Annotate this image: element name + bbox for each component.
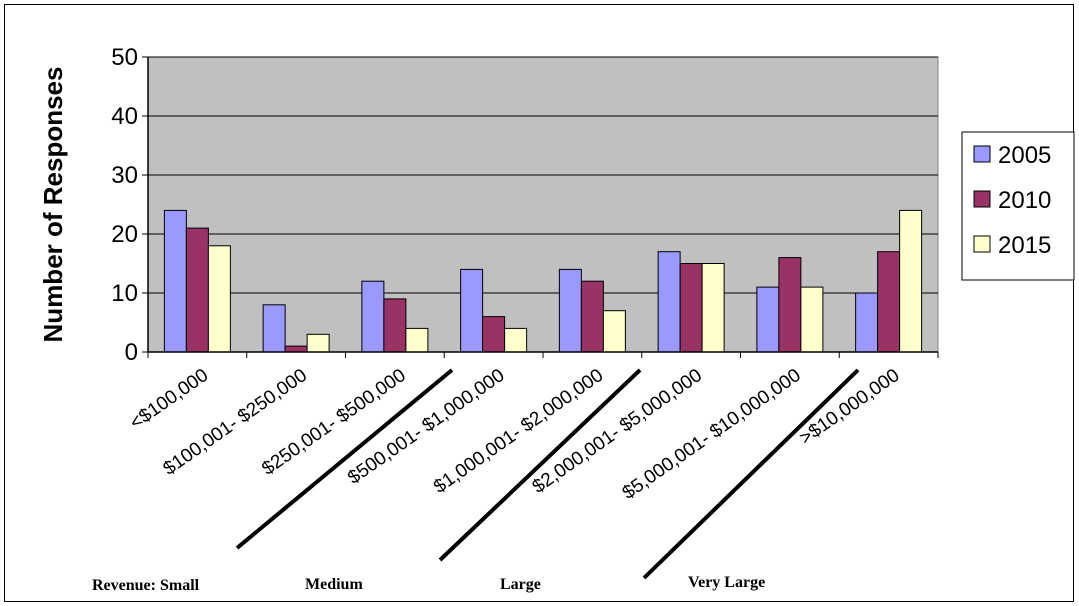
y-tick-label: 20 bbox=[111, 221, 138, 248]
legend-label-2005: 2005 bbox=[998, 142, 1051, 169]
x-tick-label: $500,001- $1,000,000 bbox=[344, 365, 508, 489]
chart-frame bbox=[4, 4, 1074, 602]
bar-2005 bbox=[558, 268, 582, 353]
bar-2010 bbox=[185, 227, 209, 353]
legend-label-2010: 2010 bbox=[998, 187, 1051, 214]
x-tick-label: $2,000,001- $5,000,000 bbox=[529, 365, 706, 498]
bar-2005 bbox=[163, 209, 187, 353]
bar-2015 bbox=[899, 209, 923, 353]
bar-2010 bbox=[778, 257, 802, 353]
bar-2005 bbox=[657, 251, 681, 353]
bar-2015 bbox=[504, 327, 528, 353]
bar-2010 bbox=[679, 263, 703, 353]
group-dividers bbox=[235, 368, 860, 580]
bar-2015 bbox=[701, 263, 725, 353]
x-tick-label: $1,000,001- $2,000,000 bbox=[430, 365, 607, 498]
bar-2015 bbox=[602, 310, 626, 353]
x-tick-label: <$100,000 bbox=[126, 365, 212, 434]
bar-2010 bbox=[877, 251, 901, 353]
bar-2015 bbox=[405, 327, 429, 353]
y-tick-label: 50 bbox=[111, 44, 138, 71]
legend-swatch-2005 bbox=[973, 145, 991, 163]
bar-2015 bbox=[207, 245, 231, 353]
axes bbox=[142, 56, 939, 358]
legend-label-2015: 2015 bbox=[998, 232, 1051, 259]
legend: 2005 2010 2015 bbox=[961, 131, 1075, 281]
group-divider-line bbox=[235, 368, 454, 550]
revenue-group-labels: Revenue: Small Medium Large Very Large bbox=[92, 574, 765, 594]
bar-2005 bbox=[262, 304, 286, 353]
bar-2010 bbox=[284, 345, 308, 353]
bars bbox=[163, 209, 923, 353]
y-tick-label: 10 bbox=[111, 280, 138, 307]
y-tick-label: 40 bbox=[111, 103, 138, 130]
y-axis-label: Number of Responses bbox=[38, 67, 68, 343]
revenue-group-label: Revenue: Small bbox=[92, 577, 200, 594]
bar-2015 bbox=[306, 333, 330, 353]
y-tick-label: 0 bbox=[125, 339, 138, 366]
revenue-group-label: Medium bbox=[305, 576, 363, 593]
group-divider-line bbox=[438, 368, 642, 562]
bar-2010 bbox=[580, 280, 604, 353]
y-tick-label: 30 bbox=[111, 162, 138, 189]
y-tick-labels: 0 10 20 30 40 50 bbox=[111, 44, 138, 366]
legend-swatch-2010 bbox=[973, 190, 991, 208]
bar-2005 bbox=[855, 292, 879, 353]
bar-2005 bbox=[460, 268, 484, 353]
group-divider-line bbox=[642, 368, 860, 580]
bar-2005 bbox=[361, 280, 385, 353]
revenue-group-label: Very Large bbox=[688, 574, 765, 591]
bar-2015 bbox=[800, 286, 824, 353]
bar-2010 bbox=[383, 298, 407, 353]
x-tick-labels: <$100,000$100,001- $250,000$250,001- $50… bbox=[126, 365, 903, 504]
x-tick-label: $5,000,001- $10,000,000 bbox=[619, 365, 805, 504]
bar-2010 bbox=[482, 316, 506, 353]
revenue-group-label: Large bbox=[500, 576, 541, 593]
bar-2005 bbox=[756, 286, 780, 353]
legend-swatch-2015 bbox=[973, 235, 991, 253]
